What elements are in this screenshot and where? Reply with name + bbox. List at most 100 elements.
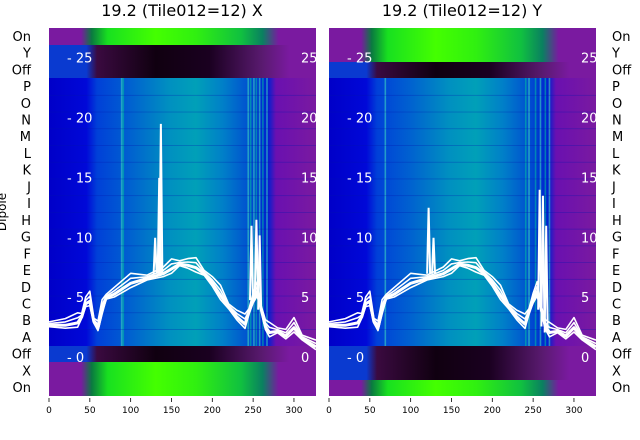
row-label: J xyxy=(26,180,31,195)
heatmap-row-line xyxy=(49,128,316,130)
heatmap-row-line xyxy=(329,195,596,197)
heatmap-row-line xyxy=(49,161,316,163)
heatmap-stripe xyxy=(249,78,252,346)
row-label: On xyxy=(13,381,31,396)
overlay-lines xyxy=(49,123,316,351)
row-label: Y xyxy=(611,47,620,62)
heatmap-row-line xyxy=(49,178,316,180)
x-tick-label: 100 xyxy=(122,406,139,416)
row-label: L xyxy=(24,147,32,162)
heatmap-band-bottom-off xyxy=(49,346,316,362)
x-tick-label: 150 xyxy=(443,406,460,416)
heatmap-stripe xyxy=(524,78,527,346)
overlay-tick-label: 0 xyxy=(581,351,589,366)
row-label: B xyxy=(22,314,31,329)
overlay-spike xyxy=(543,225,549,333)
heatmap-stripe xyxy=(544,78,547,346)
x-tick-label: 0 xyxy=(326,406,332,416)
panel-title-y: 19.2 (Tile012=12) Y xyxy=(382,1,543,20)
overlay-tick-label: 10 xyxy=(301,231,318,246)
row-label: Y xyxy=(22,47,31,62)
row-label: F xyxy=(24,247,31,262)
heatmap-stripe xyxy=(534,78,537,346)
overlay-tick-label: 15 xyxy=(581,171,598,186)
overlay-tick-label: 0 xyxy=(301,351,309,366)
row-label: N xyxy=(21,114,31,129)
x-tick-label: 250 xyxy=(245,406,262,416)
overlay-spike xyxy=(257,235,263,310)
heatmap-row-line xyxy=(49,228,316,230)
heatmap-band-top-y xyxy=(49,45,316,78)
x-tick-label: 250 xyxy=(525,406,542,416)
x-tick-label: 300 xyxy=(565,406,582,416)
overlay-tick-labels: - 25 25 - 20 20 - 15 15 - 10 10 - 5 5 - 0 0 xyxy=(347,51,598,366)
overlay-tick-label: - 25 xyxy=(347,51,372,66)
heatmap-band-top-on xyxy=(329,28,596,62)
row-label: N xyxy=(612,114,622,129)
panel-title-x: 19.2 (Tile012=12) X xyxy=(101,1,263,20)
overlay-tick-label: - 5 xyxy=(67,291,84,306)
overlay-spike xyxy=(540,195,546,327)
row-label: K xyxy=(22,164,31,179)
heatmap-stripe xyxy=(384,78,387,346)
overlay-tick-label: 5 xyxy=(301,291,309,306)
row-label: J xyxy=(611,180,616,195)
row-label: P xyxy=(23,80,31,95)
overlay-spike xyxy=(253,219,259,292)
row-label: D xyxy=(21,281,31,296)
heatmap-stripe xyxy=(247,78,250,346)
overlay-spike xyxy=(152,237,158,274)
row-label: H xyxy=(21,214,31,229)
heatmap-row-line xyxy=(49,111,316,113)
row-label: Off xyxy=(12,348,32,363)
row-label: K xyxy=(612,164,621,179)
x-axis-ticks-left: 0 50 100 150 200 250 300 xyxy=(46,398,303,416)
heatmap-band-bottom-x xyxy=(49,362,316,396)
row-label: O xyxy=(612,97,622,112)
x-tick-label: 300 xyxy=(285,406,302,416)
row-label: Off xyxy=(612,63,632,78)
heatmap-row-line xyxy=(329,161,596,163)
row-label: E xyxy=(23,264,31,279)
overlay-tick-label: - 15 xyxy=(347,171,372,186)
row-label: M xyxy=(612,130,623,145)
row-label: On xyxy=(612,30,630,45)
heatmap-row-line xyxy=(329,278,596,280)
overlay-tick-label: - 10 xyxy=(347,231,372,246)
heatmap-stripe xyxy=(262,78,264,346)
heatmap-stripe xyxy=(258,78,261,346)
row-label: H xyxy=(612,214,622,229)
heatmap-row-line xyxy=(49,245,316,247)
row-label: O xyxy=(21,97,31,112)
row-label: X xyxy=(22,364,31,379)
overlay-line xyxy=(49,264,316,351)
heatmap-band-bottom-x xyxy=(329,346,596,380)
x-axis-ticks-right: 0 50 100 150 200 250 300 xyxy=(326,398,583,416)
overlay-tick-label: - 0 xyxy=(67,351,84,366)
heatmap-row-line xyxy=(49,312,316,314)
overlay-tick-label: 20 xyxy=(581,111,598,126)
heatmap-stripe xyxy=(253,78,255,346)
row-label: I xyxy=(27,197,31,212)
x-tick-label: 150 xyxy=(163,406,180,416)
row-label: C xyxy=(612,298,621,313)
overlay-tick-label: - 10 xyxy=(67,231,92,246)
heatmap-row-line xyxy=(329,212,596,213)
overlay-tick-label: - 20 xyxy=(67,111,92,126)
heatmap-row-line xyxy=(329,111,596,113)
row-label: Off xyxy=(12,63,32,78)
heatmap-row-line xyxy=(49,94,316,96)
heatmap-band-bottom-on xyxy=(329,380,596,396)
overlay-tick-label: 5 xyxy=(581,291,589,306)
heatmap-row-line xyxy=(329,312,596,314)
overlay-tick-label: - 5 xyxy=(347,291,364,306)
row-label: Off xyxy=(612,348,632,363)
row-label: X xyxy=(612,364,621,379)
heatmap-panel-y: - 25 25 - 20 20 - 15 15 - 10 10 - 5 5 - 0 0 xyxy=(329,28,598,396)
x-tick-label: 200 xyxy=(204,406,221,416)
x-tick-label: 50 xyxy=(84,406,96,416)
heatmap-stripe xyxy=(122,78,125,346)
overlay-tick-label: 25 xyxy=(581,51,598,66)
